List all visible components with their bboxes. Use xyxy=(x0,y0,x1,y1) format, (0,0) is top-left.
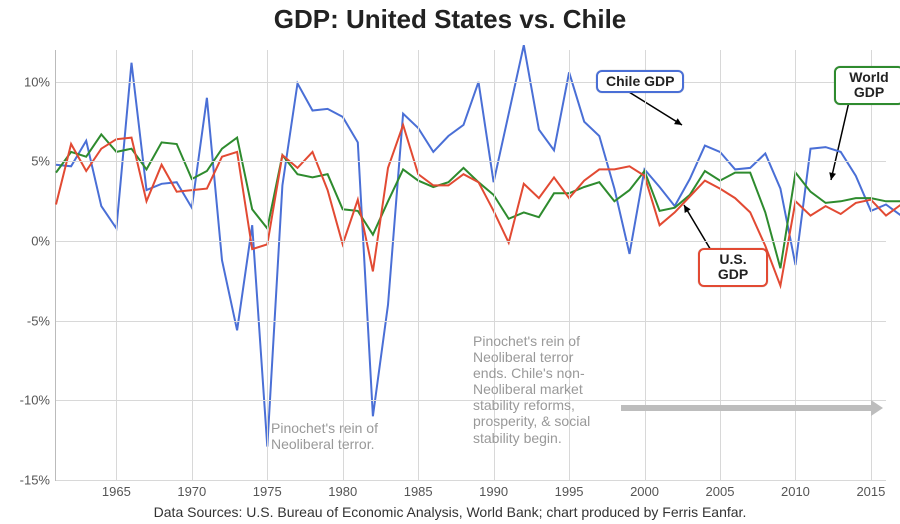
gridline-vertical xyxy=(645,50,646,480)
gridline-horizontal xyxy=(56,400,886,401)
x-tick-label: 1970 xyxy=(177,484,206,499)
series-u-s-gdp xyxy=(56,125,900,286)
y-tick-label: 0% xyxy=(31,234,50,249)
annotation-text: Pinochet's rein ofNeoliberal terrorends.… xyxy=(473,333,618,446)
gridline-horizontal xyxy=(56,480,886,481)
gridline-horizontal xyxy=(56,82,886,83)
x-tick-label: 1995 xyxy=(555,484,584,499)
gridline-horizontal xyxy=(56,161,886,162)
x-tick-label: 2005 xyxy=(706,484,735,499)
legend-callout: U.S.GDP xyxy=(698,248,768,287)
y-tick-label: -15% xyxy=(20,473,50,488)
gridline-vertical xyxy=(116,50,117,480)
y-tick-label: 5% xyxy=(31,154,50,169)
y-tick-label: -10% xyxy=(20,393,50,408)
gridline-vertical xyxy=(418,50,419,480)
series-world-gdp xyxy=(56,134,900,268)
gridline-horizontal xyxy=(56,241,886,242)
annotation-block-arrow xyxy=(621,405,871,411)
x-tick-label: 2015 xyxy=(856,484,885,499)
chart-title: GDP: United States vs. Chile xyxy=(0,4,900,35)
x-tick-label: 2000 xyxy=(630,484,659,499)
annotation-text: Pinochet's rein ofNeoliberal terror. xyxy=(271,420,401,452)
legend-callout: WorldGDP xyxy=(834,66,900,105)
gridline-vertical xyxy=(192,50,193,480)
source-line: Data Sources: U.S. Bureau of Economic An… xyxy=(0,504,900,520)
x-tick-label: 1980 xyxy=(328,484,357,499)
gridline-horizontal xyxy=(56,321,886,322)
y-tick-label: 10% xyxy=(24,74,50,89)
y-tick-label: -5% xyxy=(27,313,50,328)
gridline-vertical xyxy=(267,50,268,480)
x-tick-label: 2010 xyxy=(781,484,810,499)
legend-callout: Chile GDP xyxy=(596,70,684,93)
x-tick-label: 1965 xyxy=(102,484,131,499)
gridline-vertical xyxy=(343,50,344,480)
x-tick-label: 1975 xyxy=(253,484,282,499)
x-tick-label: 1985 xyxy=(404,484,433,499)
x-tick-label: 1990 xyxy=(479,484,508,499)
chart-root: GDP: United States vs. Chile -15%-10%-5%… xyxy=(0,0,900,524)
gridline-vertical xyxy=(795,50,796,480)
plot-area: -15%-10%-5%0%5%10%1965197019751980198519… xyxy=(55,50,886,481)
